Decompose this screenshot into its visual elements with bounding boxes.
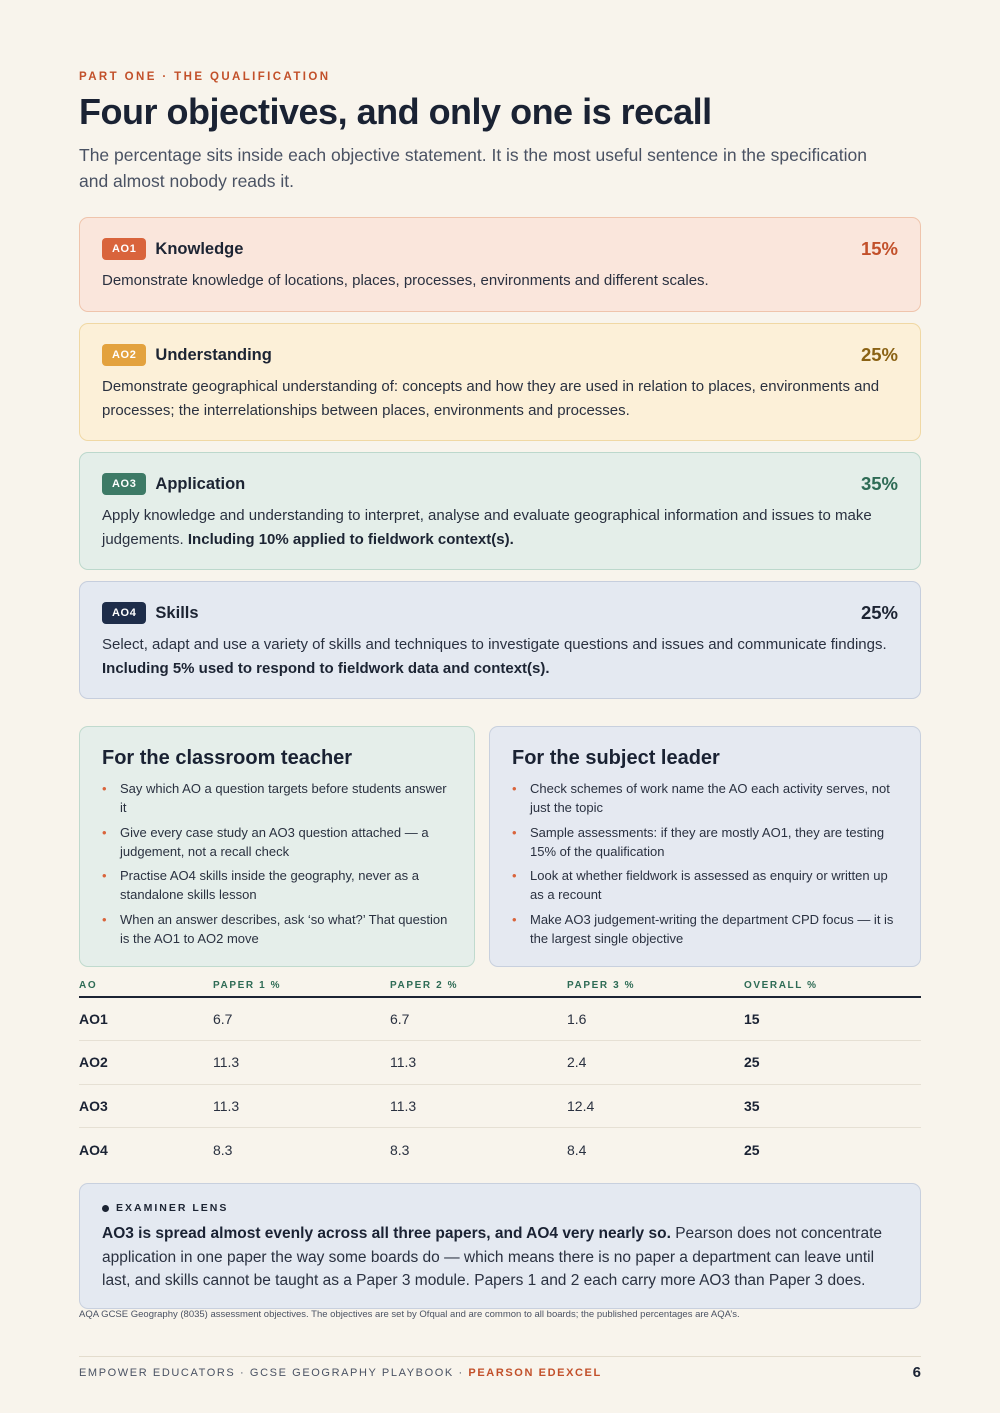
table-cell: 8.3 bbox=[390, 1141, 410, 1158]
running-footer: EMPOWER EDUCATORS · GCSE GEOGRAPHY PLAYB… bbox=[79, 1367, 602, 1379]
callout-text: AO3 is spread almost evenly across all t… bbox=[102, 1225, 883, 1289]
objective-percent: 15% bbox=[860, 238, 898, 259]
table-cell: 15 bbox=[744, 997, 921, 1041]
table-cell: 25 bbox=[744, 1040, 921, 1085]
objective-description: Demonstrate geographical understanding o… bbox=[102, 378, 880, 419]
objective-description: Apply knowledge and understanding to int… bbox=[102, 507, 872, 548]
table-cell: 12.4 bbox=[567, 1084, 744, 1128]
table-cell: 8.3 bbox=[213, 1141, 233, 1158]
table-cell: 11.3 bbox=[213, 1040, 390, 1085]
source-footnote: AQA GCSE Geography (8035) assessment obj… bbox=[79, 1309, 740, 1320]
objective-name: Understanding bbox=[155, 345, 272, 364]
classroom-teacher-panel: For the classroom teacher • Say which AO … bbox=[79, 726, 475, 967]
list-item: • When an answer describes, ask ‘so what?… bbox=[102, 911, 448, 946]
panel-title: For the classroom teacher bbox=[102, 747, 353, 769]
table-row: AO4 8.3 8.3 8.4 25 bbox=[79, 1128, 921, 1172]
bullet-icon: • bbox=[512, 824, 517, 840]
bullet-icon: • bbox=[102, 868, 107, 883]
footer-board: PEARSON EDEXCEL bbox=[468, 1367, 602, 1379]
column-header: PAPER 3 % bbox=[567, 975, 744, 998]
objective-name: Application bbox=[155, 474, 246, 493]
objective-description: Demonstrate knowledge of locations, plac… bbox=[102, 272, 709, 289]
objective-description: Select, adapt and use a variety of skill… bbox=[102, 636, 887, 677]
objective-name: Skills bbox=[155, 603, 199, 622]
bullet-icon: • bbox=[512, 781, 517, 796]
page-number: 6 bbox=[912, 1364, 921, 1381]
table-cell: 6.7 bbox=[213, 997, 390, 1041]
ao-weighting-table: AO PAPER 1 % PAPER 2 % PAPER 3 % OVERALL… bbox=[79, 975, 921, 1171]
page-subtitle: The percentage sits inside each objectiv… bbox=[79, 145, 867, 191]
table-cell: 11.3 bbox=[390, 1040, 567, 1085]
list-item: • Practise AO4 skills inside the geograph… bbox=[102, 868, 419, 902]
table-cell: 8.4 bbox=[567, 1141, 587, 1158]
bullet-icon: • bbox=[512, 868, 517, 883]
ao-badge: AO4 bbox=[102, 602, 147, 624]
column-header: OVERALL % bbox=[744, 975, 921, 998]
panel-list: • Check schemes of work name the AO each … bbox=[512, 779, 898, 948]
ao-badge: AO1 bbox=[102, 238, 147, 260]
objective-emphasis: Including 5% used to respond to fieldwor… bbox=[102, 659, 550, 677]
table-cell: 11.3 bbox=[213, 1084, 390, 1128]
table-cell: 6.7 bbox=[390, 997, 567, 1041]
footer-divider bbox=[79, 1356, 921, 1357]
section-eyebrow: PART ONE · THE QUALIFICATION bbox=[79, 71, 331, 83]
table-cell: 11.3 bbox=[390, 1084, 567, 1128]
bullet-icon bbox=[102, 1204, 109, 1212]
objective-card-ao4: AO4 Skills 25% Select, adapt and use a v… bbox=[79, 581, 921, 699]
column-header: PAPER 2 % bbox=[390, 975, 567, 998]
objective-percent: 25% bbox=[860, 344, 898, 365]
objective-card-ao2: AO2 Understanding 25% Demonstrate geogra… bbox=[79, 323, 921, 441]
page-title: Four objectives, and only one is recall bbox=[79, 91, 712, 132]
list-item: • Sample assessments: if they are mostly … bbox=[512, 824, 885, 859]
objective-card-ao3: AO3 Application 35% Apply knowledge and … bbox=[79, 452, 921, 570]
table-cell: 2.4 bbox=[567, 1040, 744, 1085]
objective-name: Knowledge bbox=[155, 239, 244, 258]
table-row: AO1 6.7 6.7 1.6 15 bbox=[79, 997, 921, 1041]
table-row: AO3 11.3 11.3 12.4 35 bbox=[79, 1084, 921, 1128]
table-row: AO2 11.3 11.3 2.4 25 bbox=[79, 1040, 921, 1085]
callout-lead: AO3 is spread almost evenly across all t… bbox=[102, 1225, 671, 1242]
objective-percent: 25% bbox=[860, 602, 898, 623]
table-cell: 35 bbox=[744, 1084, 921, 1128]
table-header-row: AO PAPER 1 % PAPER 2 % PAPER 3 % OVERALL… bbox=[79, 975, 921, 998]
column-header: AO bbox=[79, 975, 213, 998]
list-item: • Say which AO a question targets before … bbox=[102, 781, 447, 815]
bullet-icon: • bbox=[512, 911, 517, 927]
table-cell: 1.6 bbox=[567, 997, 744, 1041]
table-cell: AO3 bbox=[79, 1084, 213, 1128]
objective-percent: 35% bbox=[860, 473, 898, 494]
table-cell: 25 bbox=[744, 1141, 760, 1158]
examiner-lens-callout: EXAMINER LENS AO3 is spread almost evenl… bbox=[79, 1183, 921, 1309]
list-item: • Look at whether fieldwork is assessed a… bbox=[512, 868, 888, 902]
column-header: PAPER 1 % bbox=[213, 975, 390, 998]
list-item: • Give every case study an AO3 question a… bbox=[102, 824, 429, 859]
table-cell: AO2 bbox=[79, 1040, 213, 1085]
bullet-icon: • bbox=[102, 911, 107, 927]
bullet-icon: • bbox=[102, 781, 107, 796]
table-cell: AO4 bbox=[79, 1141, 108, 1158]
bullet-icon: • bbox=[102, 824, 107, 840]
ao-badge: AO3 bbox=[102, 473, 147, 495]
table-cell: AO1 bbox=[79, 997, 213, 1041]
ao-badge: AO2 bbox=[102, 344, 147, 366]
panel-list: • Say which AO a question targets before … bbox=[102, 779, 452, 948]
subject-leader-panel: For the subject leader • Check schemes of… bbox=[489, 726, 921, 967]
list-item: • Make AO3 judgement-writing the departme… bbox=[512, 911, 894, 946]
page: PART ONE · THE QUALIFICATION Four object… bbox=[79, 0, 921, 1413]
list-item: • Check schemes of work name the AO each … bbox=[512, 781, 890, 815]
objective-emphasis: Including 10% applied to fieldwork conte… bbox=[187, 530, 514, 548]
callout-label: EXAMINER LENS bbox=[102, 1202, 898, 1214]
panel-title: For the subject leader bbox=[512, 747, 720, 769]
objective-card-ao1: AO1 Knowledge 15% Demonstrate knowledge … bbox=[79, 217, 921, 312]
